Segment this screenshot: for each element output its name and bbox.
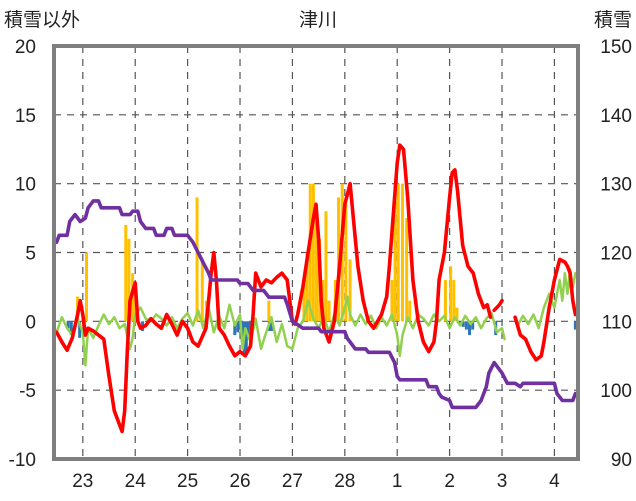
- blue-bar-bar: [461, 321, 465, 327]
- y-left-tick-label: -10: [9, 450, 36, 471]
- orange-bar-bar: [127, 238, 131, 322]
- blue-bar-bar: [468, 321, 472, 336]
- orange-bar-bar: [311, 183, 315, 322]
- y-right-tick-label: 90: [611, 450, 632, 471]
- y-left-tick-label: 5: [25, 244, 36, 265]
- plot-frame: [52, 44, 580, 461]
- red-line-segment-3: [513, 257, 580, 362]
- y-right-axis-label: 積雪: [594, 9, 632, 31]
- orange-bar-bar: [449, 266, 453, 322]
- orange-bar-bar: [200, 259, 204, 322]
- y-right-tick-label: 110: [602, 312, 632, 333]
- y-right-tick-label: 120: [600, 244, 632, 265]
- orange-bar-bar: [408, 300, 412, 322]
- x-tick-label: 26: [229, 471, 250, 492]
- orange-bar-bar: [308, 183, 312, 322]
- y-left-tick-label: 15: [15, 106, 36, 127]
- y-right-tick-label: 100: [600, 381, 632, 402]
- blue-bar-bar: [246, 321, 250, 338]
- x-tick-label: 25: [177, 471, 198, 492]
- x-tick-label: 28: [334, 471, 355, 492]
- orange-bar-bar: [305, 252, 309, 322]
- y-left-axis-label: 積雪以外: [4, 9, 80, 31]
- x-tick-label: 24: [125, 471, 147, 492]
- orange-bar-bar: [195, 197, 199, 322]
- y-left-ticks: 20 15 10 5 0 -5 -10: [9, 37, 36, 471]
- y-right-tick-label: 150: [600, 37, 632, 58]
- orange-bar-bar: [396, 183, 400, 322]
- red-line: [54, 143, 493, 434]
- orange-bar-bar: [393, 183, 397, 322]
- x-ticks: 23 24 25 26 27 28 1 2 3 4: [72, 471, 560, 492]
- blue-bar-bar: [471, 321, 475, 330]
- orange-bar-bar: [455, 307, 459, 322]
- x-tick-label: 2: [444, 471, 455, 492]
- y-right-tick-label: 130: [600, 175, 632, 196]
- orange-bar-bar: [327, 300, 331, 322]
- y-right-tick-label: 140: [600, 106, 632, 127]
- orange-bar-bar: [400, 183, 404, 322]
- orange-bar-bar: [452, 280, 456, 322]
- orange-bar-bar: [443, 280, 447, 322]
- blue-bar-bar: [233, 321, 237, 336]
- red-line-segment-2: [492, 298, 504, 313]
- orange-bar-bar: [315, 204, 319, 322]
- x-tick-label: 4: [549, 471, 560, 492]
- blue-bar-bar: [69, 321, 73, 336]
- y-left-tick-label: -5: [19, 381, 36, 402]
- orange-bar-bar: [124, 224, 128, 322]
- y-right-ticks: 150 140 130 120 110 100 90: [600, 37, 632, 471]
- blue-bar-bar: [236, 321, 240, 333]
- orange-bar-bar: [324, 211, 328, 322]
- purple-line: [54, 199, 580, 410]
- orange-bar-bar: [390, 280, 394, 322]
- grid-lines: [54, 46, 578, 459]
- orange-bar-bar: [344, 204, 348, 322]
- x-tick-label: 27: [282, 471, 303, 492]
- chart-title: 津川: [299, 9, 337, 31]
- x-tick-label: 1: [392, 471, 403, 492]
- orange-bar-bar: [267, 300, 271, 322]
- blue-bar-bar: [244, 321, 248, 352]
- y-left-tick-label: 10: [15, 175, 36, 196]
- green-line: [55, 295, 506, 367]
- orange-bar-bar: [302, 280, 306, 322]
- blue-bar-bar: [78, 321, 82, 338]
- x-tick-label: 23: [72, 471, 93, 492]
- x-tick-label: 3: [497, 471, 508, 492]
- orange-bar-bar: [84, 252, 88, 322]
- blue-bar-bar: [269, 321, 273, 331]
- blue-bar-bar: [66, 321, 70, 329]
- blue-bar-bar: [573, 321, 577, 330]
- orange-bar-bar: [405, 218, 409, 322]
- line-series-group: [54, 143, 580, 434]
- blue-bar-bar: [464, 321, 468, 330]
- y-left-tick-label: 0: [25, 312, 36, 333]
- orange-bar-bar: [348, 259, 352, 322]
- y-left-tick-label: 20: [15, 37, 36, 58]
